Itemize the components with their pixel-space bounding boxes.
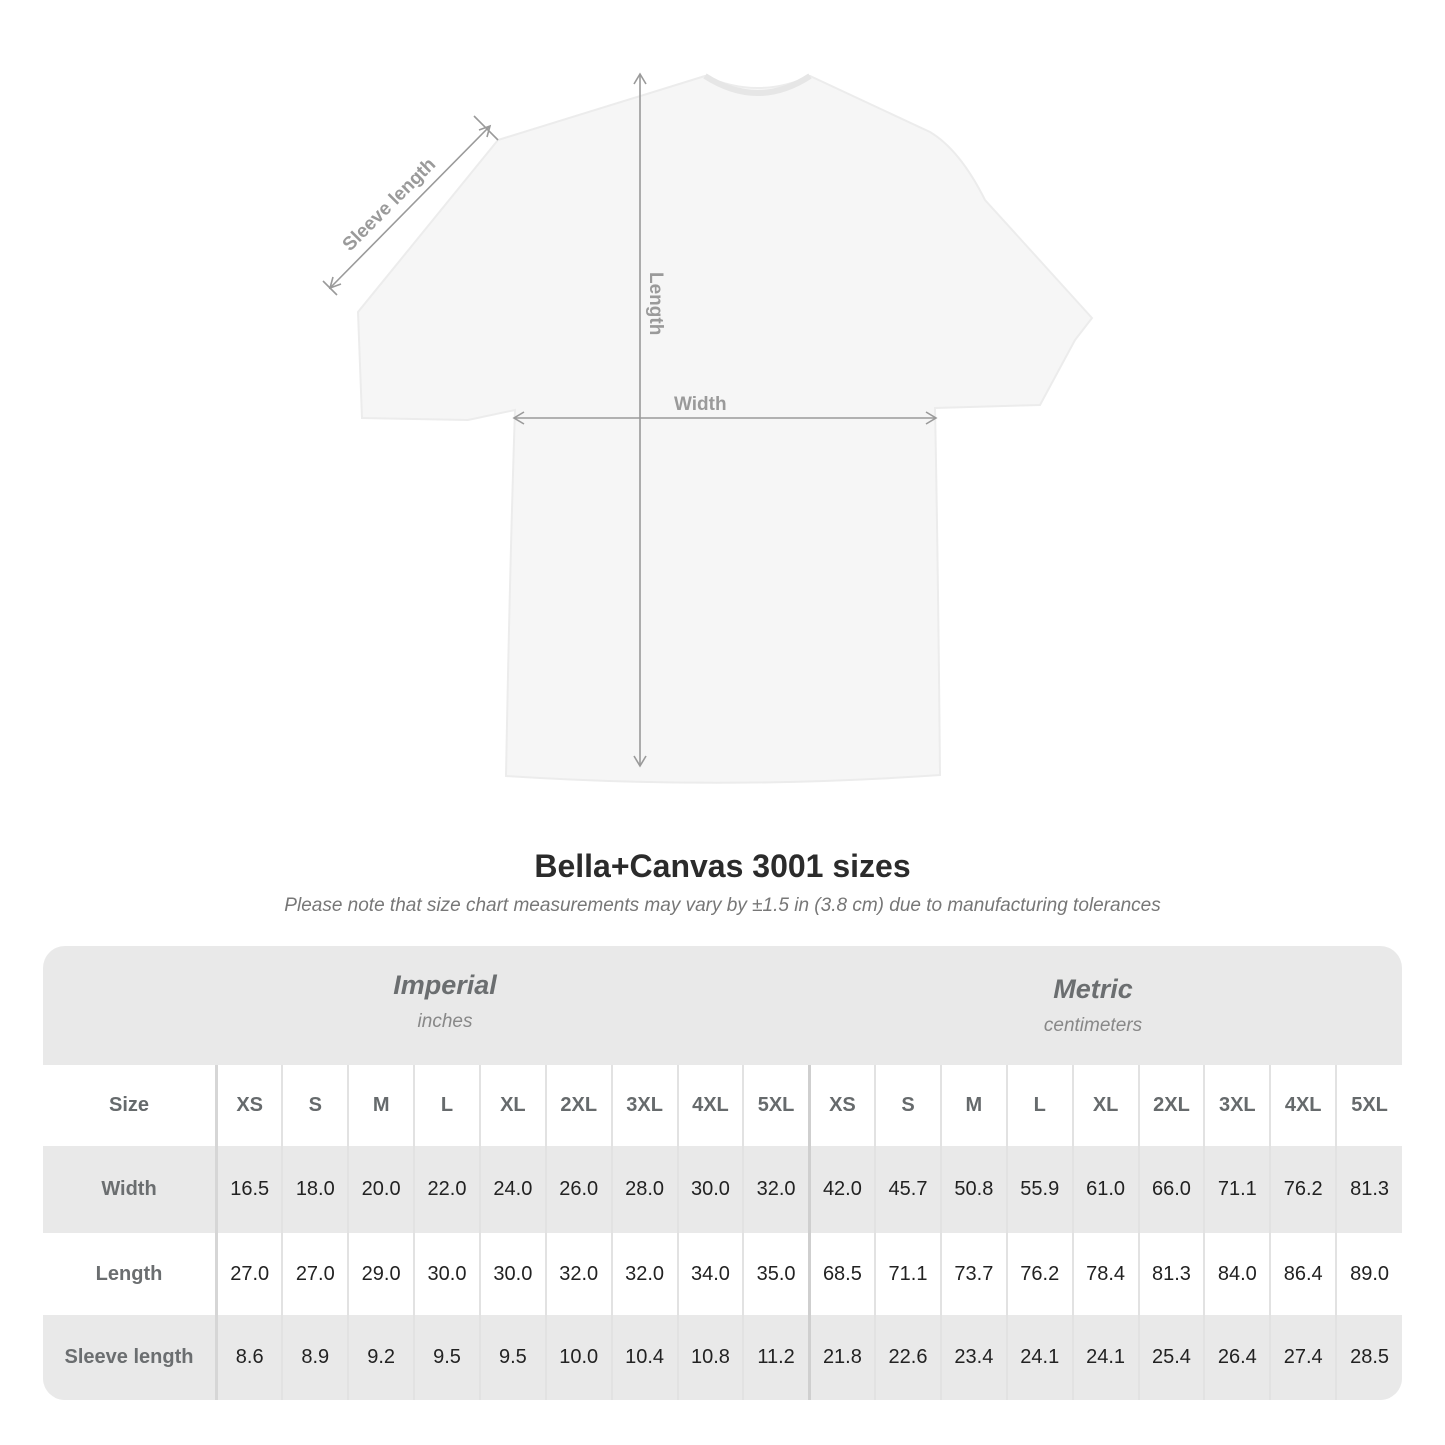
width-label: Width [674,394,727,415]
imperial-value-cell: 8.6 [215,1315,283,1400]
metric-size-m: M [939,1065,1007,1146]
imperial-value-cell: 27.0 [215,1233,283,1315]
metric-value-cell: 55.9 [1005,1146,1073,1233]
imperial-size-xl: XL [478,1065,546,1146]
imperial-size-2xl: 2XL [544,1065,612,1146]
row-label: Length [95,1262,163,1285]
tshirt-shape [356,74,1094,784]
table-row: Width 16.5 18.0 20.0 22.0 24.0 26.0 28.0 30.0 32.… [43,1146,1402,1233]
metric-title: Metric [1053,974,1133,1004]
metric-value-cell: 25.4 [1137,1315,1205,1400]
imperial-size-5xl: 5XL [742,1065,810,1146]
metric-size-2xl: 2XL [1137,1065,1205,1146]
row-label: Width [101,1178,157,1200]
imperial-value-cell: 10.0 [544,1315,612,1400]
imperial-size-xs: XS [215,1065,283,1146]
metric-value-cell: 76.2 [1005,1233,1073,1315]
metric-header: Metric centimeters [808,974,1378,1037]
imperial-value-cell: 9.5 [413,1315,480,1400]
imperial-header: Imperial inches [215,970,675,1033]
imperial-value-cell: 35.0 [742,1233,810,1315]
metric-value-cell: 73.7 [939,1233,1007,1315]
imperial-value-cell: 32.0 [610,1233,678,1315]
imperial-value-cell: 30.0 [676,1146,744,1233]
metric-value-cell: 50.8 [939,1146,1007,1233]
metric-value-cell: 22.6 [874,1315,941,1400]
imperial-unit: inches [417,1011,473,1032]
metric-value-cell: 24.1 [1071,1315,1139,1400]
imperial-size-4xl: 4XL [676,1065,744,1146]
metric-value-cell: 76.2 [1269,1146,1337,1233]
metric-value-cell: 78.4 [1071,1233,1139,1315]
imperial-value-cell: 22.0 [413,1146,480,1233]
length-label: Length [645,272,666,335]
measure-lines [322,72,938,768]
metric-size-3xl: 3XL [1203,1065,1271,1146]
metric-unit: centimeters [1043,1015,1143,1036]
table-row: Length 27.0 27.0 29.0 30.0 30.0 32.0 32.0 34.0 35… [43,1233,1402,1315]
size-header-label: Size [108,1094,150,1116]
imperial-size-l: L [413,1065,480,1146]
metric-value-cell: 71.1 [1203,1146,1271,1233]
size-chart: Imperial inches Metric centimeters Size X… [43,946,1402,1400]
imperial-value-cell: 34.0 [676,1233,744,1315]
metric-value-cell: 27.4 [1269,1315,1337,1400]
tshirt-illustration: Sleeve length Length Width [322,72,1094,784]
imperial-value-cell: 20.0 [347,1146,415,1233]
imperial-size-s: S [281,1065,349,1146]
collar [703,73,812,96]
imperial-value-cell: 26.0 [544,1146,612,1233]
imperial-value-cell: 32.0 [544,1233,612,1315]
imperial-value-cell: 11.2 [742,1315,810,1400]
metric-value-cell: 71.1 [874,1233,941,1315]
metric-value-cell: 42.0 [807,1146,876,1233]
metric-size-4xl: 4XL [1269,1065,1337,1146]
metric-value-cell: 24.1 [1005,1315,1073,1400]
chart-title: Bella+Canvas 3001 sizes [534,848,911,884]
imperial-value-cell: 30.0 [478,1233,546,1315]
imperial-value-cell: 32.0 [742,1146,810,1233]
imperial-value-cell: 10.4 [610,1315,678,1400]
imperial-value-cell: 8.9 [281,1315,349,1400]
imperial-size-m: M [347,1065,415,1146]
imperial-value-cell: 29.0 [347,1233,415,1315]
metric-size-xl: XL [1071,1065,1139,1146]
imperial-value-cell: 24.0 [478,1146,546,1233]
imperial-value-cell: 27.0 [281,1233,349,1315]
imperial-size-3xl: 3XL [610,1065,678,1146]
imperial-value-cell: 10.8 [676,1315,744,1400]
table-row: Sleeve length 8.6 8.9 9.2 9.5 9.5 10.0 10.4 10.8… [43,1315,1402,1400]
metric-value-cell: 89.0 [1335,1233,1402,1315]
metric-size-l: L [1005,1065,1073,1146]
imperial-value-cell: 28.0 [610,1146,678,1233]
chart-subtitle: Please note that size chart measurements… [284,895,1161,916]
row-label: Sleeve length [64,1346,194,1368]
metric-value-cell: 84.0 [1203,1233,1271,1315]
metric-value-cell: 21.8 [807,1315,876,1400]
metric-value-cell: 26.4 [1203,1315,1271,1400]
metric-value-cell: 28.5 [1335,1315,1402,1400]
imperial-value-cell: 9.5 [478,1315,546,1400]
metric-value-cell: 68.5 [807,1233,876,1315]
metric-value-cell: 81.3 [1335,1146,1402,1233]
metric-value-cell: 61.0 [1071,1146,1139,1233]
metric-value-cell: 45.7 [874,1146,941,1233]
imperial-value-cell: 9.2 [347,1315,415,1400]
metric-value-cell: 81.3 [1137,1233,1205,1315]
metric-size-xs: XS [807,1065,876,1146]
metric-value-cell: 86.4 [1269,1233,1337,1315]
imperial-value-cell: 18.0 [281,1146,349,1233]
size-table: Size XS S M L XL 2XL 3XL 4XL 5XL XS S M L XL 2XL 3XL 4XL 5… [43,1065,1402,1400]
metric-value-cell: 23.4 [939,1315,1007,1400]
imperial-value-cell: 30.0 [413,1233,480,1315]
metric-size-5xl: 5XL [1335,1065,1402,1146]
metric-size-s: S [874,1065,941,1146]
imperial-value-cell: 16.5 [215,1146,283,1233]
size-header-row: Size XS S M L XL 2XL 3XL 4XL 5XL XS S M L XL 2XL 3XL 4XL 5… [43,1065,1402,1146]
metric-value-cell: 66.0 [1137,1146,1205,1233]
imperial-title: Imperial [393,970,497,1000]
